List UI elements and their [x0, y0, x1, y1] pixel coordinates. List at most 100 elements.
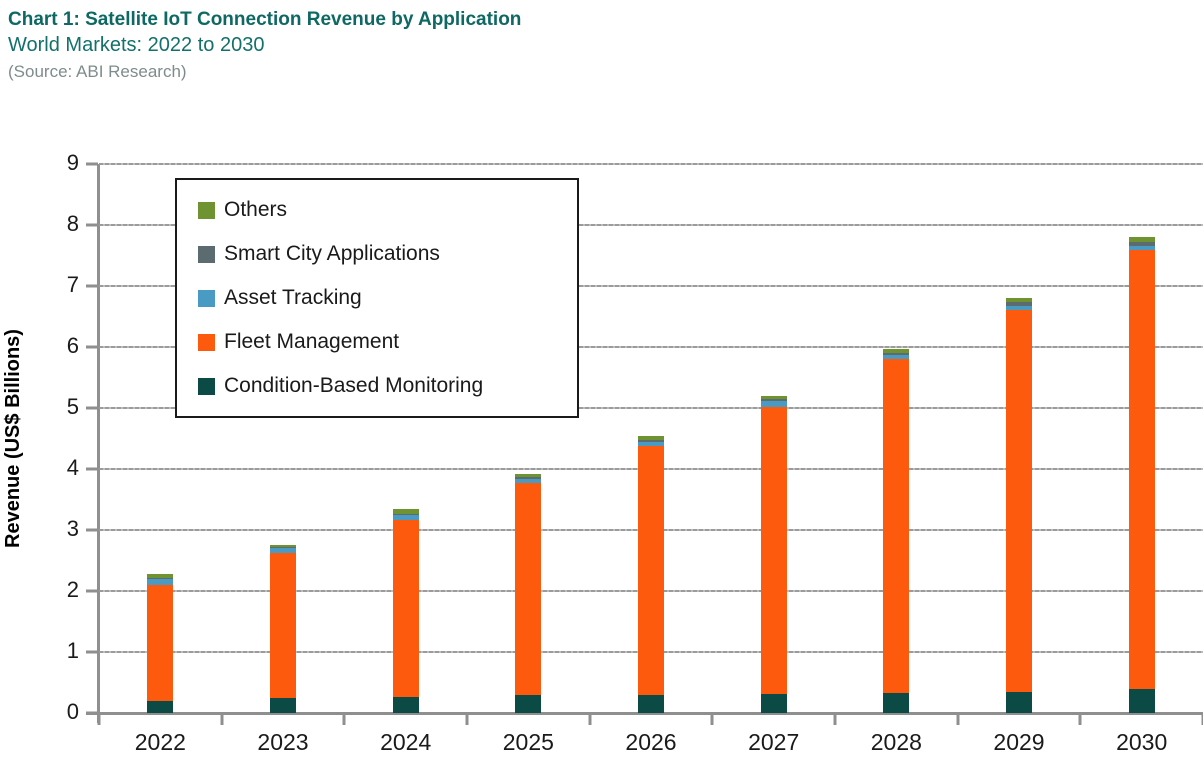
- gridline: [99, 407, 1203, 409]
- legend-item-asset-tracking: Asset Tracking: [198, 286, 577, 310]
- bar-segment-fleet-management: [883, 359, 910, 693]
- bar-segment-condition-based-monitoring: [147, 700, 174, 713]
- y-tick: [86, 223, 98, 227]
- x-tick-label: 2025: [502, 729, 554, 755]
- bar-stack-2029: [1006, 164, 1032, 713]
- bar-segment-asset-tracking: [270, 548, 296, 553]
- legend-label: Fleet Management: [224, 330, 400, 353]
- x-tick-label: 2027: [748, 729, 800, 755]
- x-tick: [1201, 714, 1203, 725]
- bar-segment-others: [515, 473, 542, 477]
- bar-segment-fleet-management: [760, 406, 787, 695]
- chart-title: Chart 1: Satellite IoT Connection Revenu…: [8, 9, 522, 30]
- bar-segment-others: [147, 573, 174, 578]
- bar-segment-asset-tracking: [1128, 245, 1155, 251]
- bar-segment-asset-tracking: [1006, 305, 1032, 311]
- chart-source: (Source: ABI Research): [8, 61, 187, 81]
- bar-segment-fleet-management: [638, 446, 664, 695]
- plot-area: Others Smart City Applications Asset Track…: [67, 150, 1203, 755]
- bar-segment-smart-city-applications: [1128, 242, 1155, 246]
- y-tick-label: 1: [66, 637, 79, 663]
- x-tick: [956, 714, 960, 725]
- y-tick-label: 5: [66, 393, 79, 419]
- bar-segment-condition-based-monitoring: [1006, 691, 1032, 713]
- y-tick-label: 0: [66, 698, 79, 724]
- y-tick: [86, 284, 98, 288]
- bar-segment-condition-based-monitoring: [392, 696, 419, 713]
- bar-stack-2028: [883, 164, 910, 713]
- legend-label: Others: [224, 198, 288, 221]
- bar-stack-2030: [1128, 164, 1155, 713]
- legend-swatch-icon: [198, 201, 215, 219]
- legend-box: Others Smart City Applications Asset Track…: [175, 178, 579, 418]
- x-axis-line: [86, 712, 1203, 715]
- gridline: [99, 285, 1203, 287]
- x-tick-label: 2024: [380, 729, 432, 755]
- x-tick-label: 2022: [134, 729, 186, 755]
- bar-segment-fleet-management: [1006, 310, 1032, 692]
- legend-label: Asset Tracking: [224, 286, 362, 309]
- y-tick-label: 7: [66, 271, 79, 297]
- bar-segment-condition-based-monitoring: [270, 698, 296, 713]
- gridline: [99, 163, 1203, 165]
- bar-segment-smart-city-applications: [147, 577, 174, 580]
- legend-label: Condition-Based Monitoring: [224, 374, 484, 397]
- bar-segment-condition-based-monitoring: [638, 694, 664, 713]
- bar-segment-smart-city-applications: [883, 353, 910, 355]
- bar-stack-2025: [515, 164, 542, 713]
- x-tick-label: 2028: [870, 729, 922, 755]
- x-tick: [1078, 714, 1082, 725]
- legend-swatch-icon: [198, 333, 215, 351]
- bar-segment-smart-city-applications: [392, 513, 419, 515]
- y-tick-label: 8: [66, 210, 79, 236]
- y-tick: [86, 406, 98, 410]
- x-tick: [342, 714, 346, 725]
- legend-swatch-icon: [198, 377, 215, 395]
- bar-segment-condition-based-monitoring: [760, 694, 787, 713]
- bar-segment-smart-city-applications: [1006, 302, 1032, 306]
- bar-segment-asset-tracking: [392, 514, 419, 521]
- bar-segment-asset-tracking: [883, 354, 910, 360]
- bar-segment-fleet-management: [392, 520, 419, 697]
- x-tick: [588, 714, 592, 725]
- legend-swatch-icon: [198, 289, 215, 307]
- bar-stack-2022: [147, 164, 174, 713]
- bar-segment-others: [638, 436, 664, 440]
- bar-segment-smart-city-applications: [638, 439, 664, 442]
- bar-segment-asset-tracking: [515, 478, 542, 484]
- bar-segment-smart-city-applications: [515, 476, 542, 479]
- bar-segment-fleet-management: [147, 584, 174, 701]
- y-tick: [86, 650, 98, 654]
- y-axis-title: Revenue (US$ Billions): [2, 329, 24, 548]
- bar-segment-others: [883, 349, 910, 354]
- y-tick-label: 2: [66, 576, 79, 602]
- x-tick: [97, 714, 101, 725]
- bar-segment-asset-tracking: [760, 401, 787, 407]
- bar-segment-fleet-management: [515, 483, 542, 696]
- x-tick-label: 2030: [1116, 729, 1168, 755]
- x-tick-label: 2026: [625, 729, 677, 755]
- bar-stack-2024: [392, 164, 419, 713]
- bar-segment-smart-city-applications: [760, 399, 787, 402]
- y-tick-label: 9: [66, 149, 79, 175]
- x-tick: [465, 714, 469, 725]
- bar-segment-fleet-management: [270, 552, 296, 699]
- gridline: [99, 224, 1203, 226]
- bar-stack-2023: [270, 164, 296, 713]
- legend-item-others: Others: [198, 198, 577, 222]
- legend-swatch-icon: [198, 245, 215, 263]
- bar-segment-others: [760, 396, 787, 400]
- y-tick-label: 3: [66, 515, 79, 541]
- x-tick: [833, 714, 837, 725]
- legend-item-condition-based-monitoring: Condition-Based Monitoring: [198, 374, 577, 398]
- gridline: [99, 346, 1203, 348]
- bar-segment-condition-based-monitoring: [515, 695, 542, 713]
- chart-subtitle: World Markets: 2022 to 2030: [8, 33, 265, 56]
- y-tick: [86, 162, 98, 166]
- bar-segment-asset-tracking: [147, 579, 174, 585]
- y-tick-label: 6: [66, 332, 79, 358]
- y-tick-label: 4: [66, 454, 79, 480]
- bar-segment-smart-city-applications: [270, 547, 296, 549]
- x-tick: [710, 714, 714, 725]
